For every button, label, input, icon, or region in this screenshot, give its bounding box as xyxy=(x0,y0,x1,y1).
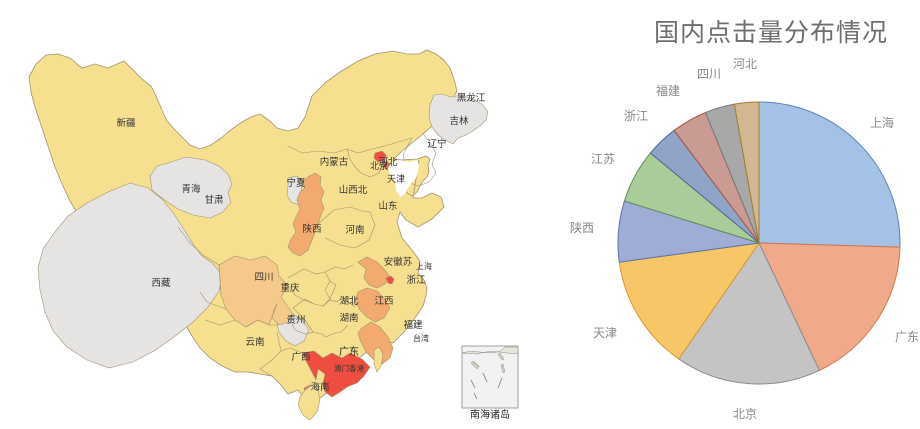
svg-text:新疆: 新疆 xyxy=(116,117,136,129)
svg-text:青海: 青海 xyxy=(181,183,201,195)
svg-text:天津: 天津 xyxy=(387,174,405,184)
svg-text:河北: 河北 xyxy=(378,156,398,168)
svg-text:辽宁: 辽宁 xyxy=(427,138,446,150)
svg-text:陕西: 陕西 xyxy=(302,223,321,235)
svg-text:甘肃: 甘肃 xyxy=(204,194,223,206)
svg-text:安徽苏: 安徽苏 xyxy=(384,256,413,268)
svg-text:江西: 江西 xyxy=(374,296,393,307)
svg-text:河南: 河南 xyxy=(345,224,364,236)
svg-text:国内点击量分布情况: 国内点击量分布情况 xyxy=(654,19,888,47)
svg-text:四川: 四川 xyxy=(697,67,721,81)
svg-text:福建: 福建 xyxy=(656,83,680,98)
svg-text:浙江: 浙江 xyxy=(406,274,426,286)
svg-text:重庆: 重庆 xyxy=(280,282,300,294)
svg-text:福建: 福建 xyxy=(403,319,423,331)
svg-text:海南: 海南 xyxy=(310,381,329,393)
svg-text:广西: 广西 xyxy=(291,351,310,363)
svg-text:上海: 上海 xyxy=(416,261,432,271)
svg-text:湖北: 湖北 xyxy=(339,296,359,307)
svg-text:上海: 上海 xyxy=(870,115,894,130)
svg-text:黑龙江: 黑龙江 xyxy=(457,92,486,104)
svg-text:吉林: 吉林 xyxy=(449,115,469,127)
svg-text:河北: 河北 xyxy=(733,57,757,71)
svg-text:宁夏: 宁夏 xyxy=(286,177,306,189)
svg-text:天津: 天津 xyxy=(593,326,617,340)
svg-text:江苏: 江苏 xyxy=(591,152,615,166)
svg-text:陕西: 陕西 xyxy=(570,220,594,235)
svg-text:湖南: 湖南 xyxy=(339,312,358,324)
svg-text:南海诸岛: 南海诸岛 xyxy=(470,408,510,421)
svg-text:内蒙古: 内蒙古 xyxy=(320,156,349,168)
svg-text:西藏: 西藏 xyxy=(151,277,171,289)
svg-text:北京: 北京 xyxy=(733,407,757,421)
svg-text:广东: 广东 xyxy=(895,330,919,344)
svg-text:浙江: 浙江 xyxy=(624,109,648,123)
svg-text:台湾: 台湾 xyxy=(413,333,429,343)
svg-text:山西北: 山西北 xyxy=(339,185,368,196)
svg-text:云南: 云南 xyxy=(245,336,264,348)
svg-text:山东: 山东 xyxy=(378,200,397,212)
svg-text:广东: 广东 xyxy=(339,345,359,358)
svg-text:四川: 四川 xyxy=(254,272,273,283)
svg-text:贵州: 贵州 xyxy=(286,314,305,326)
svg-text:澳门香港: 澳门香港 xyxy=(334,363,364,373)
